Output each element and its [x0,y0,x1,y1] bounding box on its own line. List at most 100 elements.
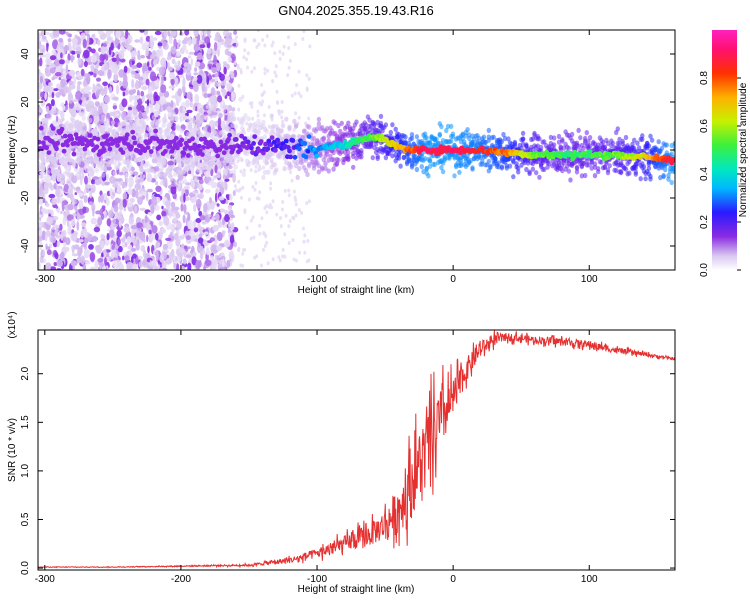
heat-cell [214,36,220,42]
heat-cell [115,243,118,249]
heat-cell [71,109,77,115]
heat-cell [171,165,176,171]
heat-cell [185,49,189,55]
heat-cell [68,80,73,86]
heat-cell [71,185,75,190]
heat-cell [225,199,229,205]
heat-cell [240,195,243,200]
heat-cell [118,50,125,60]
heat-cell [156,118,162,124]
heat-cell [290,178,294,183]
heat-cell [102,81,108,87]
heat-cell [288,219,292,224]
heat-cell [154,30,162,36]
heat-cell [216,90,221,95]
heat-cell [103,248,107,257]
heat-cell [372,122,377,128]
heat-cell [218,179,224,185]
heat-cell [183,192,186,203]
heat-cell [262,169,268,175]
heat-cell [245,57,249,62]
heat-cell [44,232,48,242]
heat-cell [468,157,473,164]
heat-cell [100,240,105,249]
heat-cell [91,178,96,185]
heat-cell [192,190,199,195]
heat-cell [61,154,67,160]
heat-cell [62,217,66,226]
heat-cell [130,256,134,264]
heat-cell [113,73,119,83]
heat-cell [65,59,70,64]
heat-cell [66,214,74,222]
heat-cell [338,128,343,134]
heat-cell [530,136,536,142]
heat-cell [488,164,493,170]
heat-cell [176,157,181,163]
heat-cell [225,165,230,171]
heat-cell [129,177,134,187]
heat-cell [281,119,285,124]
heat-cell [122,166,127,172]
heat-cell [71,160,77,166]
heat-cell [336,157,341,163]
heat-cell [182,258,187,265]
heat-cell [214,164,218,174]
heat-cell [239,169,243,174]
heat-cell [124,255,130,262]
heat-cell [129,197,135,203]
heat-cell [261,38,265,42]
heat-cell [132,171,139,176]
heat-cell [276,101,280,105]
heat-cell [52,108,57,114]
heat-cell [174,179,179,185]
heat-cell [300,158,305,164]
heat-cell [158,172,163,178]
heat-cell [134,39,141,43]
heat-cell [195,162,201,169]
heat-cell [648,176,653,182]
heat-cell [520,130,526,136]
heat-cell [233,30,238,35]
heat-cell [54,59,59,64]
heat-cell [88,157,93,163]
heat-cell [207,109,212,115]
heat-cell [219,73,226,81]
heat-cell [63,163,68,169]
heat-cell [253,187,257,192]
heat-cell [212,224,219,232]
heat-cell [67,203,74,211]
heat-cell [233,61,237,66]
heat-cell [187,262,192,270]
heat-cell [308,44,312,49]
heat-cell [217,95,223,103]
heat-cell [279,216,282,220]
heat-cell [49,266,57,270]
heat-cell [118,217,125,222]
heat-cell [104,181,110,186]
heat-cell [238,156,243,162]
heat-cell [143,249,147,259]
heat-cell [126,44,133,51]
heat-cell [307,258,311,263]
heat-cell [38,53,41,57]
heat-cell [166,55,172,61]
heat-cell [82,263,87,270]
heat-cell [659,145,665,151]
heat-cell [111,244,115,250]
heat-cell [260,263,263,268]
heat-cell [71,232,78,242]
heat-cell [249,236,253,241]
heat-cell [271,79,275,84]
heat-cell [499,138,505,145]
heat-cell [227,51,232,57]
heat-cell [185,101,190,106]
heat-cell [188,51,195,55]
heat-cell [122,198,127,208]
heat-cell [146,173,153,182]
heat-cell [463,133,469,139]
heat-cell [57,51,61,60]
heat-cell [50,99,55,107]
heat-cell [235,188,239,193]
heat-cell [290,93,294,98]
